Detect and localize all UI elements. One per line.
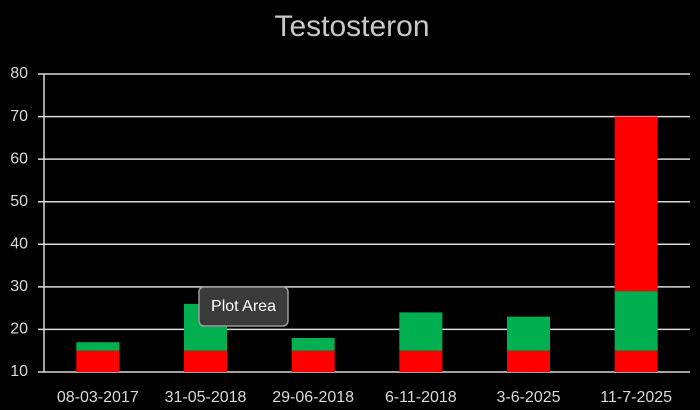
bar-segment — [76, 350, 120, 372]
bar-segment — [291, 350, 335, 372]
x-tick-label: 31-05-2018 — [165, 389, 247, 406]
bar-segment — [76, 342, 120, 351]
chart-title: Testosteron — [274, 10, 429, 43]
y-tick-label: 30 — [10, 278, 28, 295]
x-tick-label: 6-11-2018 — [385, 389, 457, 406]
x-tick-label: 11-7-2025 — [600, 389, 672, 406]
y-tick-label: 20 — [10, 321, 28, 338]
tooltip-text: Plot Area — [211, 298, 276, 315]
x-tick-label: 29-06-2018 — [272, 389, 354, 406]
bar-segment — [291, 337, 335, 351]
bar-segment — [507, 316, 550, 351]
tooltip-box — [198, 286, 289, 327]
y-tick-label: 40 — [10, 236, 28, 253]
bar-segment — [184, 350, 227, 372]
bar-segment — [399, 350, 443, 372]
bar-segment — [507, 350, 550, 372]
bar-segment — [399, 312, 443, 351]
bar-segment — [614, 116, 658, 292]
bar-segment — [614, 291, 658, 351]
y-tick-label: 70 — [10, 108, 28, 125]
bar-segment — [614, 350, 658, 372]
tooltip: Plot Area — [198, 286, 289, 327]
y-tick-label: 50 — [10, 193, 28, 210]
x-tick-label: 3-6-2025 — [496, 389, 560, 406]
y-tick-label: 80 — [10, 65, 28, 82]
y-tick-label: 10 — [10, 363, 28, 380]
y-tick-label: 60 — [10, 150, 28, 167]
x-tick-label: 08-03-2017 — [57, 389, 139, 406]
